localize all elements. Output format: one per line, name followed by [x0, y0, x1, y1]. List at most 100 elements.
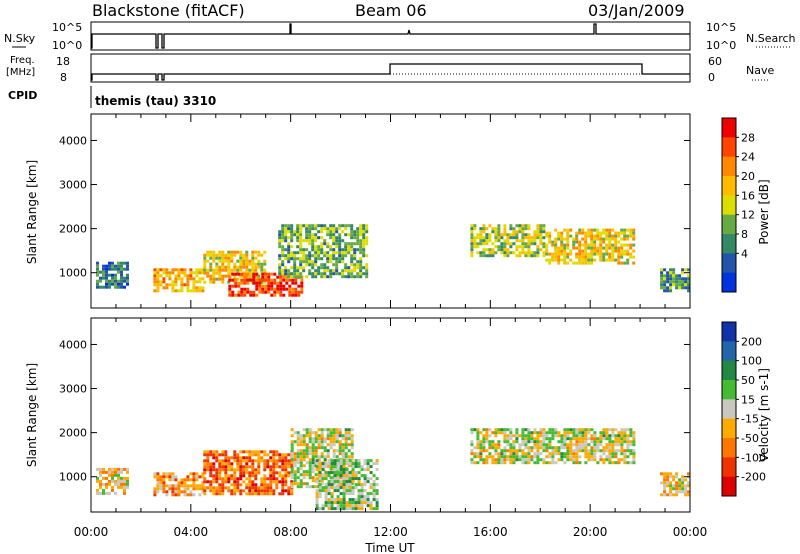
heatmap-cell [563, 443, 567, 447]
heatmap-cell [215, 453, 219, 457]
heatmap-cell [240, 290, 244, 294]
heatmap-cell [473, 239, 477, 243]
heatmap-cell [314, 260, 318, 264]
heatmap-cell [192, 493, 196, 497]
heatmap-cell [632, 443, 636, 447]
heatmap-cell [224, 480, 228, 484]
heatmap-cell [258, 287, 262, 291]
heatmap-cell [324, 474, 328, 478]
heatmap-cell [479, 242, 483, 246]
heatmap-cell [530, 431, 534, 435]
heatmap-cell [344, 224, 348, 228]
heatmap-cell [290, 428, 294, 432]
heatmap-cell [162, 484, 166, 488]
heatmap-cell [174, 277, 178, 281]
heatmap-cell [342, 468, 346, 472]
heatmap-cell [111, 467, 114, 471]
heatmap-cell [257, 486, 261, 490]
heatmap-cell [153, 280, 157, 284]
heatmap-cell [299, 248, 303, 252]
heatmap-cell [611, 443, 615, 447]
heatmap-cell [521, 224, 525, 228]
heatmap-cell [287, 254, 291, 258]
heatmap-cell [117, 473, 120, 477]
heatmap-cell [281, 269, 285, 273]
heatmap-cell [287, 242, 291, 246]
heatmap-cell [227, 268, 231, 272]
heatmap-cell [212, 477, 216, 481]
heatmap-cell [509, 233, 513, 237]
heatmap-cell [563, 255, 567, 259]
heatmap-cell [356, 242, 360, 246]
heatmap-cell [266, 477, 270, 481]
heatmap-cell [317, 266, 321, 270]
heatmap-cell [308, 239, 312, 243]
heatmap-cell [195, 280, 199, 284]
heatmap-cell [201, 487, 205, 491]
heatmap-cell [611, 440, 615, 444]
heatmap-cell [275, 480, 279, 484]
heatmap-cell [332, 440, 336, 444]
heatmap-cell [329, 233, 333, 237]
heatmap-cell [171, 484, 175, 488]
heatmap-cell [320, 272, 324, 276]
heatmap-cell [251, 474, 255, 478]
heatmap-cell [512, 242, 516, 246]
heatmap-cell [632, 440, 636, 444]
heatmap-cell [521, 233, 525, 237]
heatmap-cell [338, 272, 342, 276]
heatmap-cell [593, 452, 597, 456]
heatmap-cell [218, 271, 222, 275]
heatmap-cell [162, 478, 166, 482]
heatmap-cell [605, 455, 609, 459]
heatmap-cell [623, 249, 627, 253]
heatmap-cell [323, 242, 327, 246]
heatmap-cell [212, 492, 216, 496]
heatmap-cell [290, 227, 294, 231]
heatmap-cell [593, 228, 597, 232]
heatmap-cell [632, 458, 636, 462]
heatmap-cell [294, 293, 298, 297]
heatmap-cell [672, 487, 676, 491]
heatmap-cell [617, 434, 621, 438]
heatmap-cell [581, 261, 585, 265]
heatmap-cell [228, 290, 232, 294]
heatmap-cell [218, 492, 222, 496]
colorbar-tick-label: 12 [741, 209, 755, 222]
heatmap-cell [327, 501, 331, 505]
heatmap-cell [503, 458, 507, 462]
heatmap-cell [218, 474, 222, 478]
heatmap-cell [323, 266, 327, 270]
heatmap-cell [281, 233, 285, 237]
heatmap-cell [684, 487, 688, 491]
heatmap-cell [332, 248, 336, 252]
heatmap-cell [162, 475, 166, 479]
heatmap-cell [342, 489, 346, 493]
heatmap-cell [581, 431, 585, 435]
heatmap-cell [663, 475, 667, 479]
heatmap-cell [180, 283, 184, 287]
heatmap-cell [563, 434, 567, 438]
heatmap-cell [542, 434, 546, 438]
heatmap-cell [669, 475, 673, 479]
heatmap-cell [212, 453, 216, 457]
heatmap-cell [288, 293, 292, 297]
heatmap-cell [287, 492, 291, 496]
heatmap-cell [245, 253, 249, 257]
heatmap-cell [353, 254, 357, 258]
heatmap-cell [111, 473, 114, 477]
heatmap-cell [470, 440, 474, 444]
heatmap-cell [218, 462, 222, 466]
heatmap-cell [314, 251, 318, 255]
heatmap-cell [323, 446, 327, 450]
heatmap-cell [663, 490, 667, 494]
heatmap-cell [506, 443, 510, 447]
heatmap-cell [666, 277, 670, 281]
heatmap-cell [614, 434, 618, 438]
heatmap-cell [209, 277, 213, 281]
colorbar-tick-label: 8 [741, 228, 748, 241]
heatmap-cell [506, 248, 510, 252]
heatmap-cell [482, 437, 486, 441]
heatmap-cell [156, 286, 160, 290]
heatmap-cell [515, 437, 519, 441]
